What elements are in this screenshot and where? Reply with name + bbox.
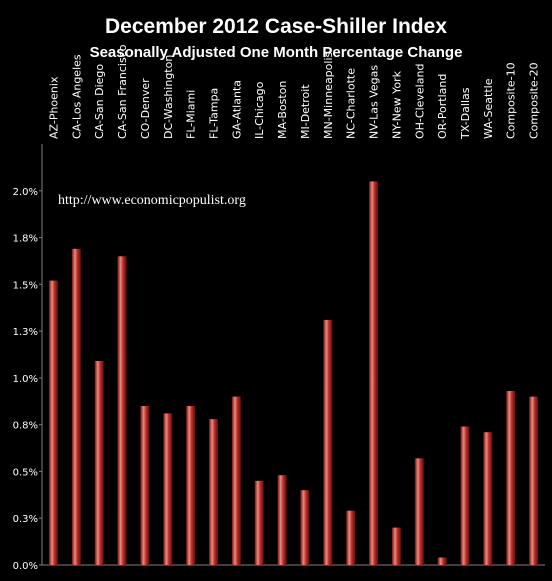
- category-label: MA-Boston: [276, 81, 289, 139]
- bar-2: [94, 361, 104, 565]
- chart-title: December 2012 Case-Shiller Index: [105, 15, 447, 38]
- chart-subtitle: Seasonally Adjusted One Month Percentage…: [90, 44, 463, 61]
- y-tick-label: 0.0%: [13, 561, 38, 572]
- category-label: CA-San Diego: [93, 64, 106, 139]
- bar-21: [529, 396, 539, 565]
- watermark: http://www.economicpopulist.org: [58, 193, 246, 208]
- category-label: NC-Charlotte: [345, 68, 358, 139]
- y-tick-label: 2.0%: [13, 187, 38, 198]
- y-tick-label: 1.8%: [13, 234, 38, 245]
- y-tick-label: 0.8%: [13, 421, 38, 432]
- category-label: DC-Washington: [162, 55, 175, 139]
- bar-3: [117, 256, 127, 565]
- category-label: FL-Miami: [185, 90, 198, 139]
- y-tick-label: 1.5%: [13, 280, 38, 291]
- category-label: IL-Chicago: [253, 81, 266, 139]
- category-label: CA-San Francisco: [116, 44, 129, 139]
- bar-11: [300, 490, 310, 565]
- bar-6: [186, 406, 196, 565]
- category-label: NY-New York: [390, 70, 403, 139]
- category-label: Composite-10: [505, 62, 518, 139]
- bar-14: [369, 181, 378, 565]
- category-label: Composite-20: [528, 62, 541, 139]
- bar-19: [483, 432, 493, 565]
- bar-17: [437, 557, 447, 565]
- bar-5: [163, 413, 173, 565]
- category-label: CA-Los Angeles: [70, 54, 83, 139]
- bar-16: [414, 458, 424, 565]
- y-tick-label: 0.5%: [13, 467, 38, 478]
- category-label: TX-Dallas: [459, 87, 472, 140]
- category-label: MN-Minneapolis: [322, 51, 335, 139]
- bar-8: [231, 396, 241, 565]
- bar-13: [346, 510, 356, 565]
- bar-12: [323, 319, 333, 565]
- category-label: NV-Las Vegas: [368, 65, 381, 139]
- bar-4: [140, 406, 150, 565]
- y-ticks-group: 0.0% 0.3% 0.5% 0.8% 1.0% 1.3% 1.5% 1.8% 2.0%: [13, 187, 42, 572]
- category-labels-group: AZ-Phoenix CA-Los Angeles CA-San Diego CA-S…: [47, 44, 540, 140]
- category-label: MI-Detroit: [299, 84, 312, 139]
- bar-7: [209, 419, 218, 565]
- bar-15: [391, 527, 401, 565]
- bars-group: [48, 181, 539, 566]
- y-tick-label: 0.3%: [13, 514, 38, 525]
- y-tick-label: 1.0%: [13, 374, 38, 385]
- bar-20: [506, 391, 516, 565]
- bar-10: [277, 475, 287, 565]
- category-label: FL-Tampa: [208, 88, 221, 139]
- category-label: AZ-Phoenix: [47, 76, 60, 139]
- category-label: CO-Denver: [139, 78, 152, 139]
- bar-9: [254, 480, 264, 565]
- y-tick-label: 1.3%: [13, 327, 38, 338]
- bar-1: [71, 248, 81, 566]
- bar-0: [48, 280, 58, 565]
- bar-18: [460, 426, 470, 565]
- category-label: OR-Portland: [436, 74, 449, 139]
- category-label: GA-Atlanta: [230, 80, 243, 139]
- category-label: OH-Cleveland: [413, 64, 426, 139]
- category-label: WA-Seattle: [482, 78, 495, 139]
